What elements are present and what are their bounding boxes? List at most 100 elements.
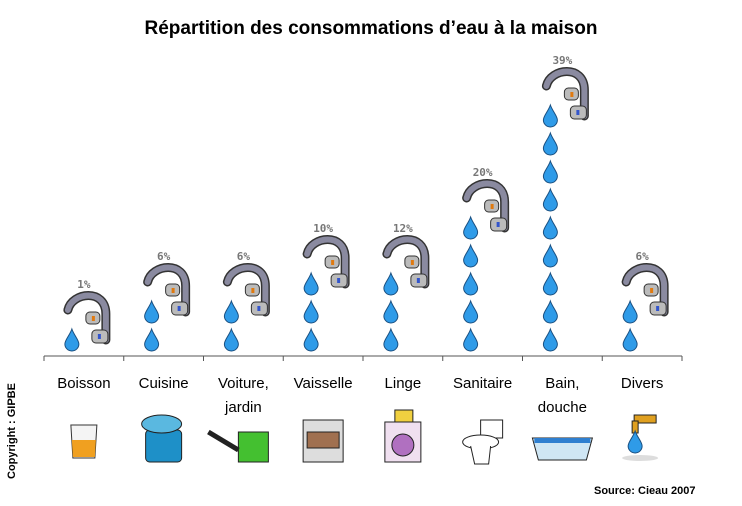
- category-label-line: Divers: [620, 375, 664, 392]
- water-drop: [622, 327, 638, 352]
- water-drop: [64, 327, 80, 352]
- faucet-spout: [623, 264, 668, 315]
- water-drop: [383, 271, 399, 296]
- cold-marker: [656, 306, 660, 311]
- cold-marker: [97, 334, 101, 339]
- water-drop: [383, 327, 399, 352]
- water-drop: [144, 327, 160, 352]
- hot-marker: [251, 288, 255, 293]
- cold-marker: [177, 306, 181, 311]
- cold-marker: [416, 278, 420, 283]
- hot-marker: [91, 316, 95, 321]
- water-drop: [463, 215, 479, 240]
- category-label: Voiture, jardin: [203, 372, 283, 420]
- pot-body: [145, 429, 183, 463]
- watering-can-icon: [207, 429, 269, 463]
- value-label: 20%: [473, 166, 493, 179]
- bar-mark-0: [63, 291, 111, 352]
- source-text: Source: Cieau 2007: [594, 485, 696, 497]
- toilet-base: [470, 445, 492, 465]
- category-label-line: jardin: [225, 399, 262, 416]
- water-drop: [542, 187, 558, 212]
- laundry: [394, 409, 414, 423]
- bar-mark-3: [302, 235, 350, 352]
- category-label-line: Boisson: [57, 375, 111, 392]
- category-label: Bain, douche: [522, 372, 602, 420]
- glass-icon: [70, 424, 98, 459]
- water-drop: [144, 299, 160, 324]
- faucet-spout: [463, 180, 508, 231]
- toilet-icon: [462, 419, 504, 465]
- water-drop: [383, 299, 399, 324]
- hot-marker: [171, 288, 175, 293]
- hot-marker: [410, 260, 414, 265]
- water-drop: [542, 299, 558, 324]
- value-label: 12%: [393, 222, 413, 235]
- tap-body: [633, 414, 657, 424]
- water-drop: [463, 271, 479, 296]
- value-label: 6%: [237, 250, 251, 263]
- chart-title: Répartition des consommations d’eau à la…: [144, 18, 598, 39]
- bar-mark-2: [222, 263, 270, 352]
- faucet-spout: [304, 236, 349, 287]
- pot-lid: [141, 414, 183, 434]
- category-label: Sanitaire: [443, 372, 523, 396]
- copyright-text: Copyright : GIPBE: [6, 383, 18, 479]
- bar-mark-7: [621, 263, 669, 352]
- puddle: [622, 455, 659, 461]
- bar-mark-4: [382, 235, 430, 352]
- category-label-line: Sanitaire: [453, 375, 513, 392]
- water-drop: [542, 215, 558, 240]
- water-drop: [223, 299, 239, 324]
- category-label: Cuisine: [124, 372, 204, 396]
- hot-marker: [650, 288, 654, 293]
- faucet-spout: [543, 68, 588, 119]
- juice: [71, 440, 96, 457]
- tap-icon: [622, 414, 659, 461]
- bar-mark-6: [541, 67, 589, 352]
- water-drop: [542, 327, 558, 352]
- category-label: Vaisselle: [283, 372, 363, 396]
- water-drop: [542, 103, 558, 128]
- bar-mark-1: [143, 263, 191, 352]
- hot-marker: [570, 92, 574, 97]
- water-drop: [303, 271, 319, 296]
- water-drop: [542, 243, 558, 268]
- cold-marker: [337, 278, 341, 283]
- dishwasher-icon: [302, 419, 344, 463]
- water-drop: [463, 327, 479, 352]
- faucet-spout: [224, 264, 269, 315]
- category-label-line: douche: [537, 399, 587, 416]
- category-label: Divers: [602, 372, 682, 396]
- category-label: Boisson: [44, 372, 124, 396]
- value-label: 6%: [157, 250, 171, 263]
- category-label-line: Linge: [384, 375, 422, 392]
- can-spout: [207, 429, 240, 453]
- bar-mark-5: [462, 179, 510, 352]
- can-body: [237, 431, 269, 463]
- faucet-spout: [144, 264, 189, 315]
- faucet-spout: [383, 236, 428, 287]
- water-drop: [542, 271, 558, 296]
- hot-marker: [490, 204, 494, 209]
- water-drop: [463, 299, 479, 324]
- value-label: 10%: [313, 222, 333, 235]
- value-label: 39%: [552, 54, 572, 67]
- water-drop: [463, 243, 479, 268]
- category-label-line: Vaisselle: [293, 375, 353, 392]
- water-drop: [542, 159, 558, 184]
- category-label-line: Cuisine: [138, 375, 189, 392]
- dishwasher-rack: [306, 431, 340, 449]
- category-label: Linge: [363, 372, 443, 396]
- water-drop: [542, 131, 558, 156]
- cold-marker: [496, 222, 500, 227]
- value-label: 1%: [77, 278, 91, 291]
- value-label: 6%: [636, 250, 650, 263]
- water-drop: [303, 327, 319, 352]
- cold-marker: [576, 110, 580, 115]
- faucet-spout: [64, 292, 109, 343]
- hot-marker: [331, 260, 335, 265]
- category-label-line: Bain,: [545, 375, 580, 392]
